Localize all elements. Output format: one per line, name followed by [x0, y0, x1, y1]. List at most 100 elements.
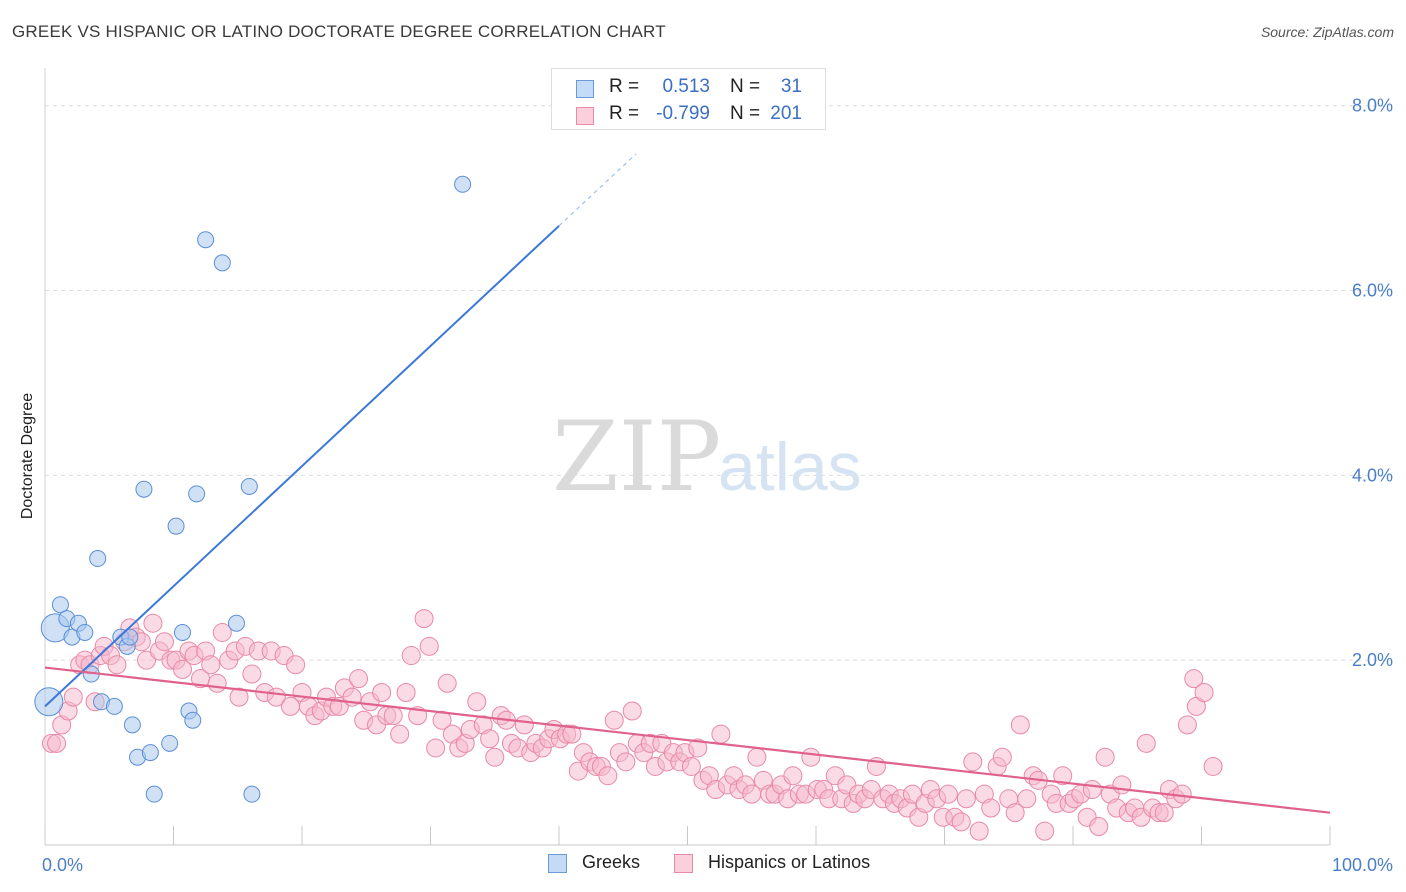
greek-trend-line: [44, 225, 560, 708]
x-tick-label-max: 100.0%: [1332, 855, 1393, 875]
greek-point: [51, 596, 69, 614]
hispanic-swatch: [576, 107, 594, 125]
y-tick-label: 6.0%: [1352, 281, 1393, 301]
grid-lines: [45, 105, 1390, 661]
hispanic-point: [47, 733, 67, 753]
greek-point: [89, 550, 107, 568]
axes: [44, 68, 1331, 846]
hispanic-point: [604, 710, 624, 730]
greek-point: [227, 614, 245, 632]
stats-row-hispanics: R = -0.799 N = 201: [552, 101, 827, 127]
hispanic-point: [711, 724, 731, 744]
hispanic-r-value: -0.799: [656, 103, 710, 124]
watermark-atlas: atlas: [718, 429, 862, 505]
hispanic-point: [63, 687, 83, 707]
y-tick-label: 2.0%: [1352, 650, 1393, 670]
hispanic-point: [201, 655, 221, 675]
hispanic-n-label: N =: [730, 103, 761, 124]
hispanic-point: [437, 673, 457, 693]
hispanic-points: [41, 609, 1223, 841]
hispanic-point: [1154, 803, 1174, 823]
legend-greek-swatch: [548, 854, 567, 873]
greek-point: [240, 477, 258, 495]
chart-title: GREEK VS HISPANIC OR LATINO DOCTORATE DE…: [12, 22, 666, 41]
hispanic-point: [372, 683, 392, 703]
hispanic-point: [801, 747, 821, 767]
hispanic-point: [1010, 715, 1030, 735]
hispanic-point: [396, 683, 416, 703]
hispanic-point: [992, 747, 1012, 767]
hispanic-point: [783, 766, 803, 786]
hispanic-point: [419, 636, 439, 656]
hispanic-point: [951, 812, 971, 832]
hispanic-point: [137, 650, 157, 670]
greek-point: [145, 785, 163, 803]
hispanic-point: [616, 752, 636, 772]
hispanic-point: [514, 715, 534, 735]
hispanic-point: [207, 673, 227, 693]
greek-point: [213, 254, 231, 272]
hispanic-point: [1203, 756, 1223, 776]
hispanic-point: [688, 738, 708, 758]
hispanic-point: [598, 766, 618, 786]
hispanic-point: [414, 609, 434, 629]
hispanic-point: [902, 784, 922, 804]
legend-hispanic-label: Hispanics or Latinos: [708, 852, 871, 872]
hispanic-point: [1053, 766, 1073, 786]
greek-point: [76, 623, 94, 641]
hispanic-point: [1017, 789, 1037, 809]
hispanic-r-label: R =: [609, 103, 640, 124]
hispanic-point: [1112, 775, 1132, 795]
watermark: ZIP atlas: [552, 401, 862, 513]
greek-point: [161, 734, 179, 752]
hispanic-point: [467, 692, 487, 712]
hispanic-point: [1089, 817, 1109, 837]
greek-point: [141, 744, 159, 762]
greek-swatch: [576, 80, 594, 98]
hispanic-point: [172, 659, 192, 679]
hispanic-point: [1005, 803, 1025, 823]
hispanic-point: [485, 747, 505, 767]
hispanic-point: [286, 655, 306, 675]
hispanic-point: [432, 710, 452, 730]
greek-point: [121, 628, 139, 646]
greek-point: [123, 716, 141, 734]
hispanic-point: [155, 632, 175, 652]
chart-source: Source: ZipAtlas.com: [1260, 24, 1394, 40]
trend-lines: [44, 153, 1331, 814]
greek-point: [188, 485, 206, 503]
hispanic-point: [349, 669, 369, 689]
hispanic-point: [747, 747, 767, 767]
greek-point: [105, 697, 123, 715]
greek-r-value: 0.513: [662, 76, 710, 97]
hispanic-point: [1184, 669, 1204, 689]
greek-n-value: 31: [780, 76, 802, 97]
hispanic-point: [383, 706, 403, 726]
hispanic-point: [229, 687, 249, 707]
watermark-zip: ZIP: [552, 401, 721, 513]
y-tick-label: 4.0%: [1352, 465, 1393, 485]
greek-point: [135, 480, 153, 498]
hispanic-point: [390, 724, 410, 744]
greek-point: [197, 231, 215, 249]
hispanic-point: [981, 798, 1001, 818]
y-tick-label: 8.0%: [1352, 96, 1393, 116]
hispanic-point: [242, 664, 262, 684]
hispanic-point: [963, 752, 983, 772]
hispanic-point: [1082, 780, 1102, 800]
hispanic-point: [622, 701, 642, 721]
stats-row-greeks: R = 0.513 N = 31: [552, 74, 827, 100]
hispanic-point: [1194, 683, 1214, 703]
hispanic-point: [956, 789, 976, 809]
hispanic-point: [480, 729, 500, 749]
greek-point: [167, 517, 185, 535]
hispanic-point: [143, 613, 163, 633]
greek-point: [243, 785, 261, 803]
stats-legend: R = 0.513 N = 31 R = -0.799 N = 201: [551, 68, 826, 130]
hispanic-point: [938, 784, 958, 804]
greek-n-label: N =: [730, 76, 761, 97]
hispanic-point: [969, 821, 989, 841]
legend-greek-label: Greeks: [582, 852, 641, 872]
hispanic-point: [212, 622, 232, 642]
